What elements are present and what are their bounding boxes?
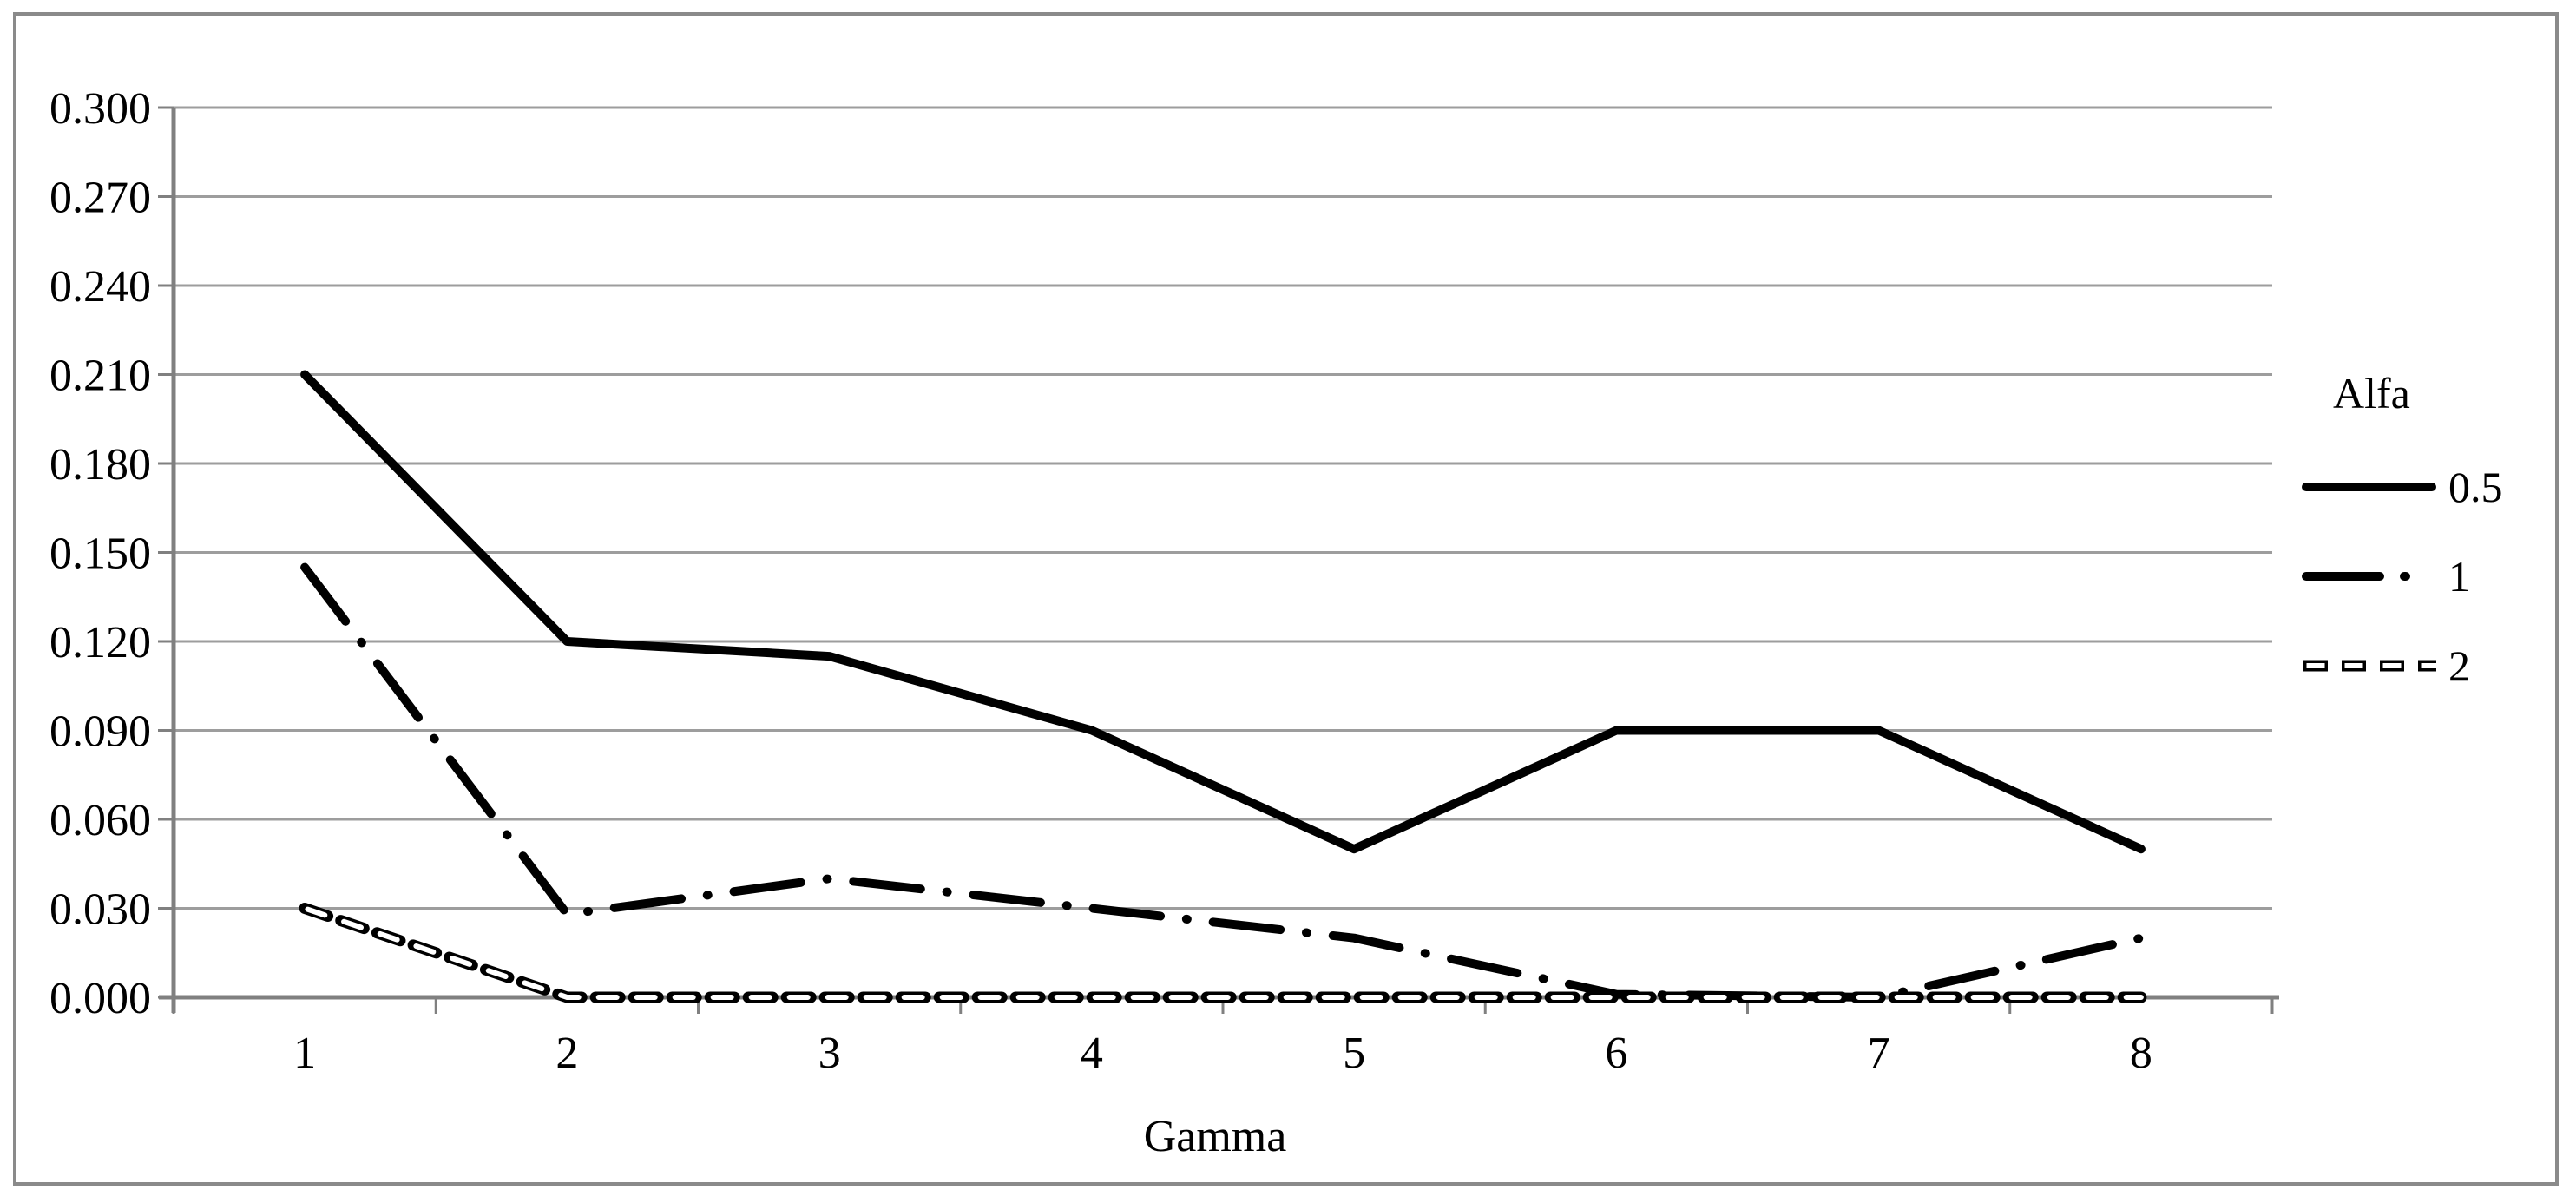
- x-tick-label: 7: [1868, 1029, 1890, 1078]
- series-line-1: [300, 562, 2146, 1002]
- legend-line-hollow-dash-icon: [2303, 660, 2436, 671]
- series-line-0.5: [300, 370, 2146, 854]
- y-tick-label: 0.180: [49, 440, 151, 490]
- x-tick-label: 8: [2130, 1029, 2152, 1078]
- y-tick-label: 0.030: [49, 885, 151, 935]
- y-tick-label: 0.270: [49, 174, 151, 223]
- legend-entry: 0.5: [2302, 442, 2571, 531]
- legend-line-solid-icon: [2302, 482, 2436, 491]
- x-tick-label: 6: [1605, 1029, 1627, 1078]
- y-tick-label: 0.090: [49, 707, 151, 757]
- legend-entries: 0.5 1 2: [2302, 442, 2571, 710]
- legend-line-dash-dot-icon: [2302, 571, 2436, 581]
- y-tick-label: 0.150: [49, 529, 151, 579]
- legend: Alfa 0.5 1 2: [2302, 358, 2571, 710]
- x-tick-label: 3: [818, 1029, 841, 1078]
- y-tick-label: 0.120: [49, 618, 151, 667]
- legend-entry: 2: [2302, 621, 2571, 710]
- y-tick-label: 0.300: [49, 84, 151, 134]
- legend-title: Alfa: [2333, 369, 2410, 417]
- x-axis-title: Gamma: [1143, 1112, 1287, 1161]
- x-tick-label: 1: [293, 1029, 316, 1078]
- figure-border: [13, 12, 2559, 1186]
- legend-label: 1: [2448, 551, 2470, 601]
- legend-entry: 1: [2302, 531, 2571, 621]
- series-line-2: [302, 905, 2144, 1000]
- y-tick-label: 0.240: [49, 262, 151, 312]
- y-tick-label: 0.000: [49, 974, 151, 1023]
- x-tick-label: 4: [1081, 1029, 1103, 1078]
- y-tick-label: 0.210: [49, 352, 151, 401]
- y-tick-label: 0.060: [49, 796, 151, 845]
- x-tick-label: 5: [1343, 1029, 1365, 1078]
- legend-label: 2: [2448, 641, 2470, 690]
- legend-label: 0.5: [2448, 462, 2503, 511]
- x-tick-label: 2: [555, 1029, 578, 1078]
